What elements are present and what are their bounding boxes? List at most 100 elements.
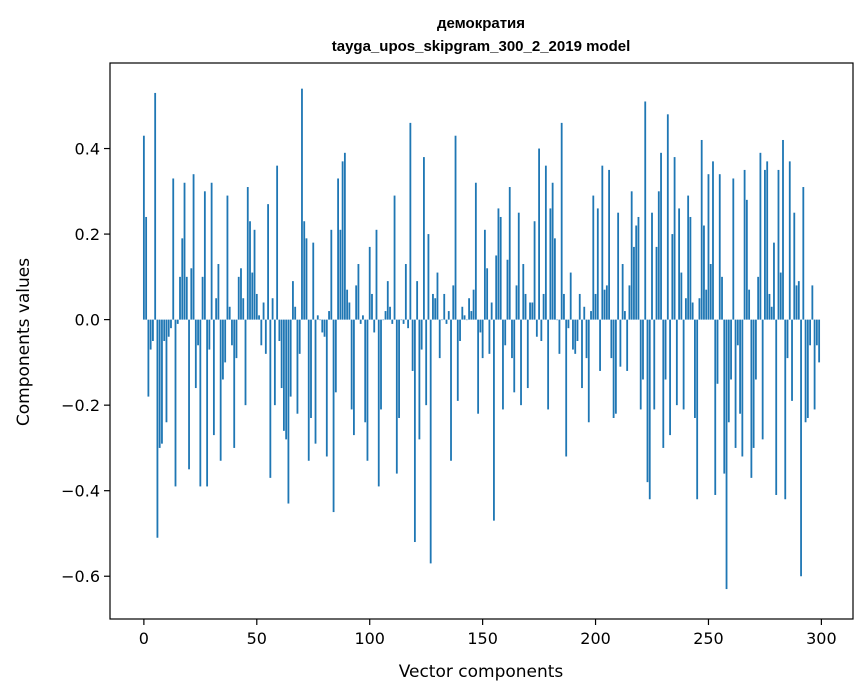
bar-153 bbox=[488, 319, 491, 354]
bar-184 bbox=[558, 319, 561, 354]
bar-249 bbox=[705, 289, 708, 320]
y-axis-label: Components values bbox=[14, 258, 34, 426]
bar-53 bbox=[262, 302, 265, 320]
bar-287 bbox=[791, 319, 793, 401]
bar-250 bbox=[707, 174, 710, 320]
bar-212 bbox=[621, 264, 624, 320]
bar-27 bbox=[203, 191, 206, 320]
bar-202 bbox=[599, 319, 601, 371]
bar-243 bbox=[691, 302, 694, 320]
bar-31 bbox=[212, 319, 215, 436]
bar-120 bbox=[413, 319, 416, 543]
bar-59 bbox=[276, 165, 279, 320]
bar-133 bbox=[443, 293, 446, 320]
bar-69 bbox=[298, 319, 301, 354]
bar-34 bbox=[219, 319, 222, 461]
bar-112 bbox=[395, 319, 398, 474]
bar-209 bbox=[614, 319, 617, 414]
bar-219 bbox=[637, 216, 640, 320]
bar-224 bbox=[648, 319, 651, 500]
bar-51 bbox=[258, 315, 260, 320]
bar-275 bbox=[764, 169, 766, 320]
bar-140 bbox=[459, 319, 461, 341]
bar-139 bbox=[456, 319, 459, 401]
bar-268 bbox=[748, 289, 751, 320]
bar-229 bbox=[660, 152, 662, 320]
bar-46 bbox=[246, 187, 249, 320]
bar-109 bbox=[389, 306, 391, 320]
x-axis-label: Vector components bbox=[399, 662, 564, 682]
bar-35 bbox=[222, 319, 224, 380]
bar-94 bbox=[355, 285, 358, 320]
bar-228 bbox=[657, 191, 660, 320]
bar-7 bbox=[158, 319, 161, 448]
bar-85 bbox=[334, 319, 337, 393]
bar-208 bbox=[612, 319, 615, 418]
bar-78 bbox=[319, 319, 321, 321]
bar-236 bbox=[675, 319, 678, 406]
bar-136 bbox=[450, 319, 452, 461]
bar-17 bbox=[181, 238, 184, 320]
bar-0 bbox=[142, 135, 145, 320]
bar-199 bbox=[592, 195, 595, 320]
bar-18 bbox=[183, 182, 186, 320]
bar-207 bbox=[610, 319, 613, 359]
bar-80 bbox=[323, 319, 326, 337]
bar-231 bbox=[664, 319, 667, 380]
bar-138 bbox=[454, 135, 457, 320]
bar-65 bbox=[289, 319, 292, 397]
bar-93 bbox=[353, 319, 355, 436]
bar-61 bbox=[280, 319, 283, 389]
bar-174 bbox=[535, 319, 538, 337]
bar-198 bbox=[590, 311, 592, 320]
bar-71 bbox=[303, 221, 306, 320]
bar-195 bbox=[583, 306, 586, 320]
bar-241 bbox=[687, 195, 690, 320]
bar-76 bbox=[314, 319, 317, 444]
bar-157 bbox=[497, 208, 500, 320]
bar-123 bbox=[420, 319, 423, 350]
bar-129 bbox=[434, 298, 437, 320]
bar-267 bbox=[745, 199, 748, 320]
bar-2 bbox=[147, 319, 150, 397]
bar-54 bbox=[264, 319, 267, 354]
bar-234 bbox=[671, 234, 674, 320]
bar-103 bbox=[375, 229, 378, 320]
y-tick-label: −0.6 bbox=[61, 567, 100, 586]
bar-203 bbox=[601, 165, 604, 320]
y-tick-label: −0.2 bbox=[61, 396, 100, 415]
bar-156 bbox=[495, 255, 498, 320]
bar-284 bbox=[784, 319, 787, 500]
bar-282 bbox=[779, 272, 782, 320]
bar-115 bbox=[402, 319, 405, 324]
bar-227 bbox=[655, 246, 658, 320]
bar-277 bbox=[768, 293, 771, 320]
bar-214 bbox=[626, 319, 629, 371]
bar-60 bbox=[278, 319, 281, 341]
bar-172 bbox=[531, 302, 534, 320]
bar-55 bbox=[267, 204, 269, 320]
bar-299 bbox=[818, 319, 821, 363]
bar-105 bbox=[380, 319, 382, 410]
x-axis-ticks: 0 50 100 150 200 250 300 bbox=[139, 619, 837, 648]
bar-91 bbox=[348, 302, 351, 320]
y-tick-label: 0.0 bbox=[75, 311, 100, 330]
bar-279 bbox=[773, 242, 775, 320]
bar-289 bbox=[795, 285, 798, 320]
bar-216 bbox=[630, 191, 633, 320]
y-tick-label: −0.4 bbox=[61, 482, 100, 501]
bar-70 bbox=[301, 88, 303, 320]
bar-141 bbox=[461, 306, 464, 320]
bar-292 bbox=[802, 187, 805, 320]
bar-142 bbox=[463, 315, 466, 320]
bar-281 bbox=[777, 169, 780, 320]
bar-101 bbox=[371, 293, 373, 320]
bar-73 bbox=[307, 319, 310, 461]
x-tick-label: 300 bbox=[806, 629, 837, 648]
bar-274 bbox=[761, 319, 764, 440]
bar-252 bbox=[712, 161, 714, 320]
bar-165 bbox=[515, 285, 518, 320]
x-tick-label: 100 bbox=[354, 629, 385, 648]
bar-191 bbox=[574, 319, 577, 354]
bar-130 bbox=[436, 272, 439, 320]
